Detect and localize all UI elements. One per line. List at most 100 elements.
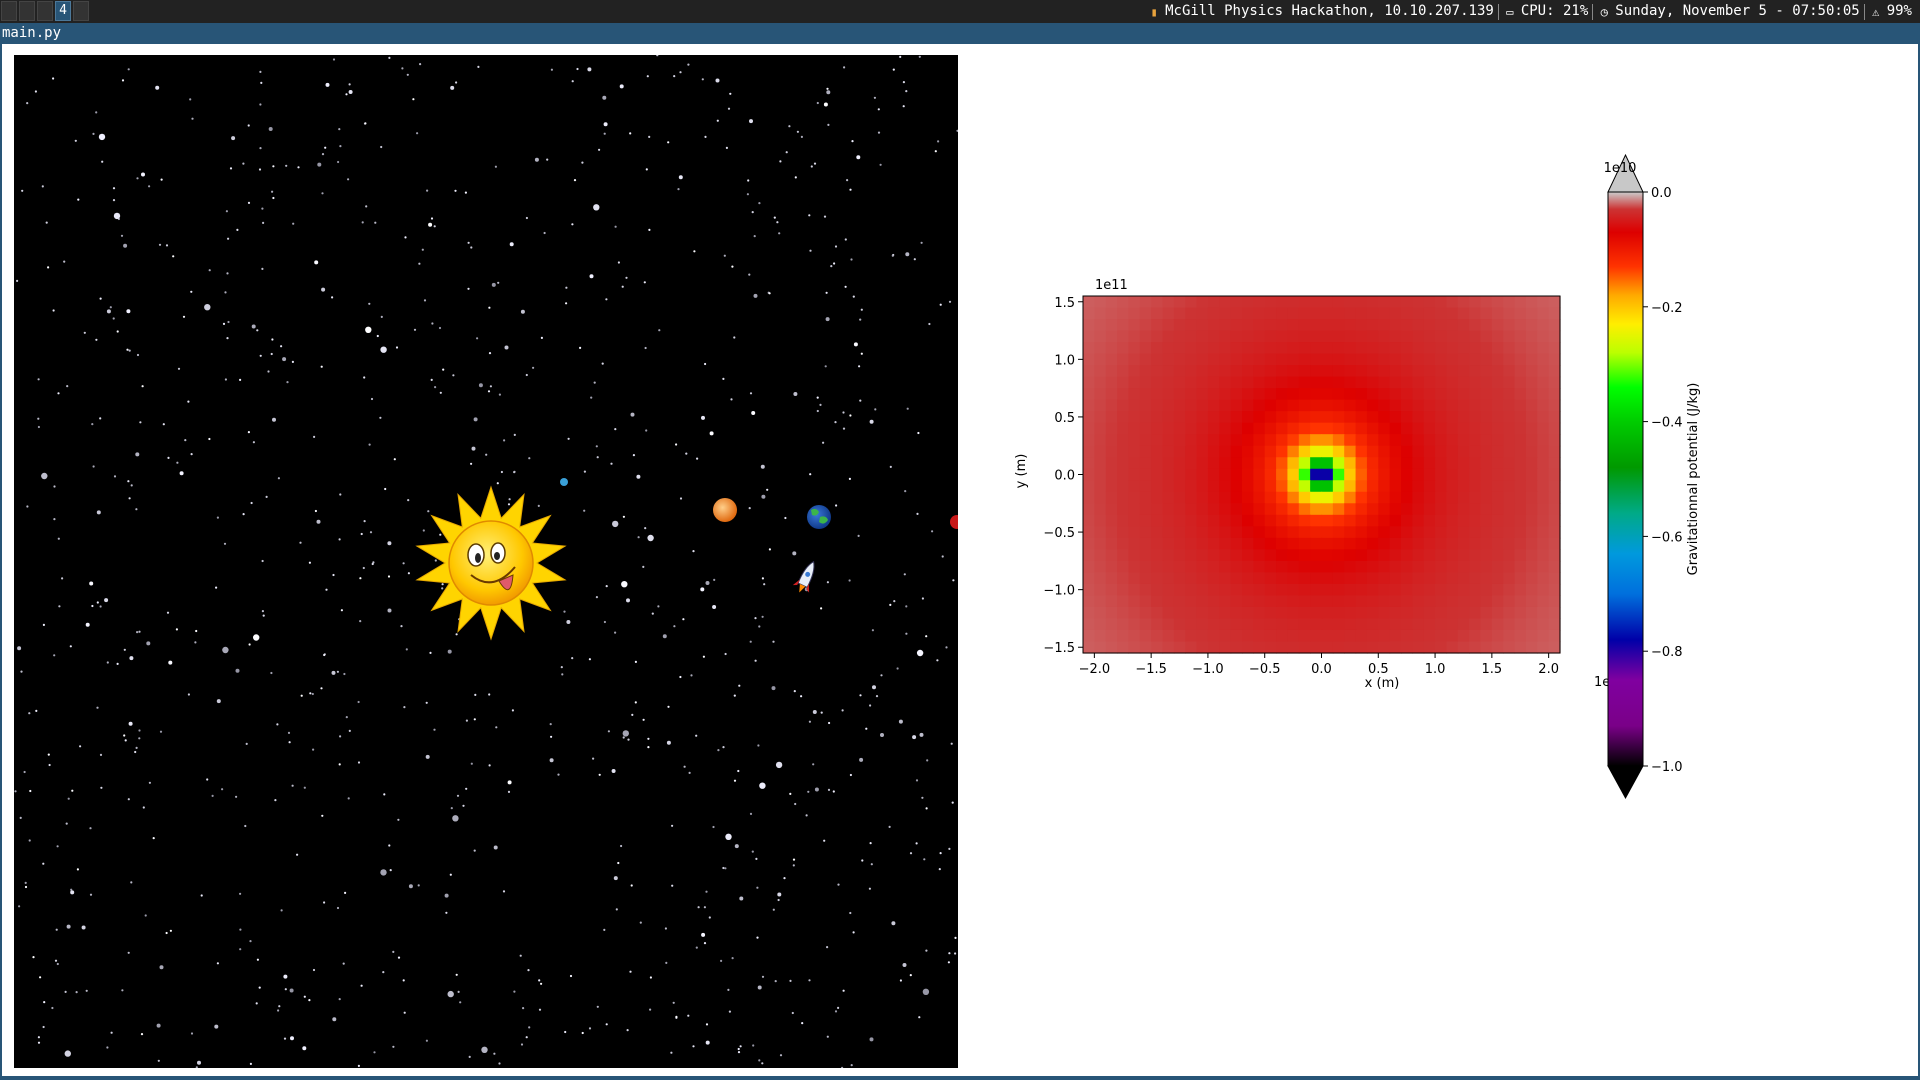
star [496,482,499,485]
heatmap-cell [1185,537,1198,550]
heatmap-cell [1469,457,1482,470]
star [724,652,727,656]
heatmap-cell [1207,445,1220,458]
heatmap-cell [1276,549,1289,562]
star [666,740,671,745]
star [141,172,145,177]
heatmap-cell [1423,422,1436,435]
star [918,1016,921,1019]
star [339,493,342,496]
star [39,976,42,979]
heatmap-cell [1196,595,1209,608]
star [116,330,119,333]
heatmap-cell [1276,468,1289,481]
heatmap-cell [1378,319,1391,332]
heatmap-cell [1321,445,1334,458]
heatmap-cell [1537,583,1550,597]
star [477,65,480,68]
star [57,537,60,540]
heatmap-cell [1457,445,1470,458]
heatmap-cell [1117,319,1130,332]
star [537,504,540,507]
heatmap-cell [1242,353,1254,366]
heatmap-cell [1537,641,1550,654]
heatmap-cell [1264,468,1277,481]
star [370,397,374,401]
star [717,749,720,752]
star [731,957,734,960]
heatmap-cell [1457,641,1470,654]
heatmap-cell [1401,319,1413,332]
heatmap-cell [1332,583,1345,597]
heatmap-cell [1401,606,1413,620]
heatmap-cell [1173,307,1186,320]
heatmap-cell [1537,307,1550,320]
heatmap-cell [1491,549,1504,562]
workspace-button-1[interactable] [1,1,17,21]
star [431,322,434,325]
heatmap-cell [1276,353,1289,366]
star [812,763,815,766]
star [470,246,473,249]
heatmap-cell [1378,296,1391,309]
heatmap-cell [1151,411,1164,424]
heatmap-cell [1321,330,1334,343]
window-titlebar[interactable]: main.py [0,23,1920,44]
star [99,753,103,757]
heatmap-cell [1230,330,1243,343]
colorbar-tick-label: −0.8 [1651,645,1683,660]
heatmap-cell [1298,422,1311,435]
star [247,431,250,434]
star [425,1039,428,1042]
heatmap-cell [1083,319,1095,332]
star [730,398,733,401]
heatmap-cell [1105,560,1118,573]
star [303,995,306,998]
star [286,381,289,384]
workspace-button-3[interactable] [37,1,53,21]
star [98,133,106,141]
heatmap-cell [1287,399,1300,412]
star [934,150,937,153]
heatmap-cell [1173,411,1186,424]
heatmap-cell [1185,434,1198,447]
star [636,474,641,479]
heatmap-cell [1525,319,1538,332]
heatmap-cell [1548,641,1561,654]
heatmap-cell [1332,480,1345,493]
heatmap-cell [1242,307,1254,320]
star [468,1055,471,1058]
heatmap-cell [1139,376,1152,389]
star [348,90,353,94]
star [470,462,473,465]
heatmap-cell [1423,537,1436,550]
star [671,884,674,887]
workspace-button-4[interactable]: 4 [55,1,71,21]
heatmap-cell [1344,549,1357,562]
star [814,787,819,792]
heatmap-cell [1537,388,1550,401]
heatmap-cell [1094,629,1107,643]
star [519,954,522,957]
star [649,976,653,979]
heatmap-cell [1162,353,1175,366]
heatmap-cell [1139,595,1152,608]
workspace-button-5[interactable] [73,1,89,21]
star [120,234,124,237]
star [749,119,753,124]
star [702,655,706,658]
x-tick-label: 0.0 [1311,662,1332,677]
heatmap-cell [1128,480,1141,493]
heatmap-cell [1355,376,1368,389]
heatmap-cell [1548,503,1561,516]
heatmap-cell [1401,641,1413,654]
heatmap-cell [1378,342,1391,355]
potential-plot-panel[interactable]: −2.0 −1.5 −1.0 −0.5 0.0 0.5 1.0 1.5 2.0 1.5 1.0 0.… [967,55,1911,1068]
workspace-button-2[interactable] [19,1,35,21]
star [918,55,921,58]
star [227,237,230,240]
heatmap-cell [1117,629,1130,643]
heatmap-cell [1310,629,1323,643]
space-simulation-canvas[interactable] [14,54,964,1069]
heatmap-cell [1446,641,1459,654]
